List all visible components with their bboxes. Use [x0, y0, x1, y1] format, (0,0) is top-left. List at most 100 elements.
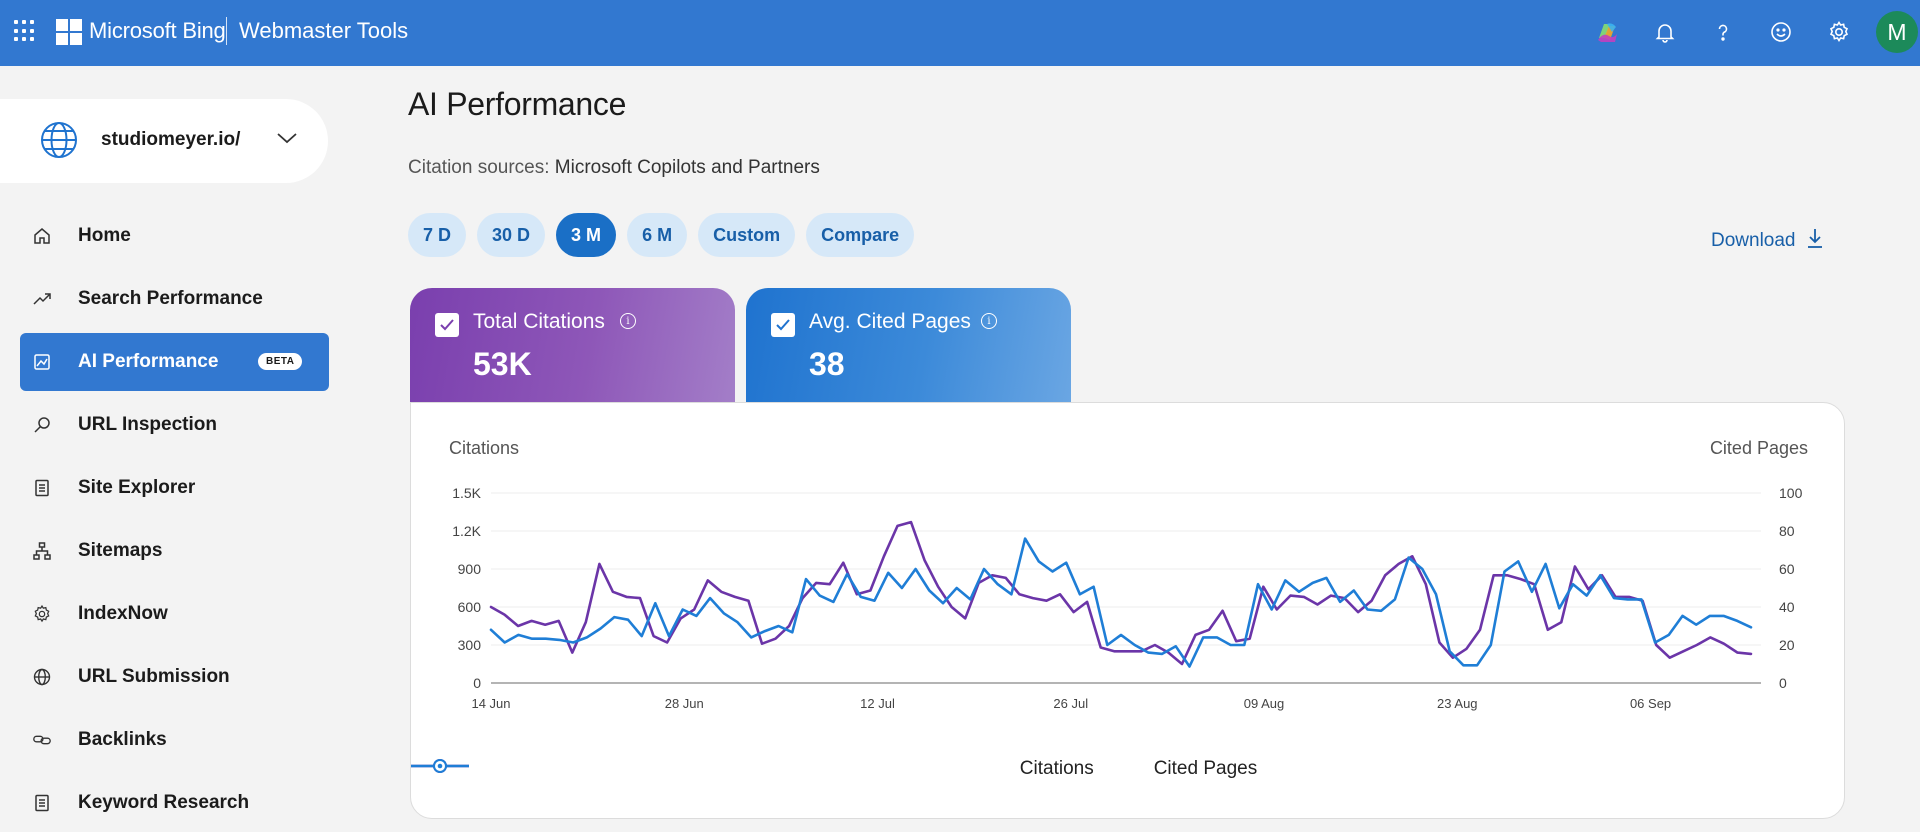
citations-checkbox[interactable]: [435, 313, 459, 337]
chart-legend: Citations Cited Pages: [411, 758, 1846, 780]
help-icon[interactable]: [1707, 16, 1739, 48]
sitemap-icon: [32, 541, 52, 561]
sidebar-item-label: Sitemaps: [78, 540, 163, 561]
y-right-tick-label: 0: [1779, 675, 1787, 691]
home-icon: [32, 226, 52, 246]
y-right-tick-label: 20: [1779, 637, 1795, 653]
range-7d-button[interactable]: 7 D: [408, 213, 467, 257]
range-3m-button[interactable]: 3 M: [556, 213, 617, 257]
beta-badge: BETA: [258, 353, 303, 370]
sidebar-nav: Home Search Performance AI Performance B…: [20, 207, 329, 832]
line-chart: Citations Cited Pages 0 0 300 20 600 40 900 60 1.2…: [449, 438, 1808, 711]
citation-sources-label: Citation sources:: [408, 157, 550, 178]
citation-sources-value: Microsoft Copilots and Partners: [554, 157, 820, 178]
sidebar-item-label: Backlinks: [78, 729, 167, 750]
sidebar-item-label: Keyword Research: [78, 792, 250, 813]
series-line-cited-pages: [489, 537, 1753, 668]
citations-value: 53K: [473, 346, 532, 382]
x-tick-label: 23 Aug: [1437, 696, 1478, 711]
legend-item-citations[interactable]: Citations: [411, 758, 1094, 780]
sidebar-item-label: Site Explorer: [78, 477, 196, 498]
brand-divider: [226, 17, 227, 45]
cited-pages-value: 38: [809, 346, 845, 382]
chart-image-icon: [32, 352, 52, 372]
sidebar-item-indexnow[interactable]: IndexNow: [20, 585, 329, 643]
y-left-tick-label: 1.2K: [452, 523, 481, 539]
x-tick-label: 12 Jul: [860, 696, 895, 711]
download-label: Download: [1711, 230, 1796, 251]
sidebar-item-label: URL Submission: [78, 666, 230, 687]
series-line-citations: [489, 520, 1753, 666]
citations-label: Total Citations: [473, 310, 605, 333]
brand-name[interactable]: Microsoft Bing: [89, 18, 226, 43]
document-icon: [32, 793, 52, 813]
info-icon[interactable]: i: [981, 313, 997, 329]
gear-icon: [32, 604, 52, 624]
y-left-tick-label: 1.5K: [452, 485, 481, 501]
magnifier-icon: [32, 415, 52, 435]
download-button[interactable]: Download: [1711, 227, 1824, 255]
site-name: studiomeyer.io/: [101, 129, 241, 150]
globe-icon: [32, 667, 52, 687]
bell-icon[interactable]: [1649, 16, 1681, 48]
sidebar-item-label: Search Performance: [78, 288, 263, 309]
total-citations-card[interactable]: Total Citations i 53K: [410, 288, 735, 402]
x-tick-label: 26 Jul: [1053, 696, 1088, 711]
range-custom-button[interactable]: Custom: [698, 213, 796, 257]
cited-pages-checkbox[interactable]: [771, 313, 795, 337]
chevron-down-icon[interactable]: [276, 131, 298, 150]
date-range-selector: 7 D 30 D 3 M 6 M Custom Compare: [408, 213, 925, 257]
site-selector[interactable]: studiomeyer.io/: [0, 99, 328, 183]
legend-item-cited-pages[interactable]: Cited Pages: [411, 758, 1258, 780]
y-left-tick-label: 300: [458, 637, 482, 653]
y-right-tick-label: 40: [1779, 599, 1795, 615]
x-tick-label: 14 Jun: [471, 696, 510, 711]
copilot-icon[interactable]: [1591, 16, 1623, 48]
legend-swatch-cited-pages: [411, 759, 469, 773]
microsoft-logo-icon: [56, 19, 82, 45]
smiley-feedback-icon[interactable]: [1765, 16, 1797, 48]
document-icon: [32, 478, 52, 498]
link-icon: [32, 730, 52, 750]
chart-card: Citations Cited Pages 0 0 300 20 600 40 900 60 1.2…: [410, 402, 1845, 819]
info-icon[interactable]: i: [620, 313, 636, 329]
range-30d-button[interactable]: 30 D: [477, 213, 546, 257]
legend-label: Citations: [1019, 758, 1094, 779]
sidebar-item-search-performance[interactable]: Search Performance: [20, 270, 329, 328]
sidebar-item-site-explorer[interactable]: Site Explorer: [20, 459, 329, 517]
app-launcher-icon[interactable]: [14, 20, 36, 42]
y-left-tick-label: 900: [458, 561, 482, 577]
sidebar-item-label: IndexNow: [78, 603, 168, 624]
y-right-tick-label: 80: [1779, 523, 1795, 539]
sidebar-item-url-inspection[interactable]: URL Inspection: [20, 396, 329, 454]
legend-label: Cited Pages: [1153, 758, 1258, 779]
globe-icon: [38, 119, 80, 166]
sidebar-item-label: URL Inspection: [78, 414, 217, 435]
sidebar-item-label: Home: [78, 225, 131, 246]
download-icon: [1806, 227, 1824, 255]
top-bar: Microsoft Bing Webmaster Tools M: [0, 0, 1920, 66]
cited-pages-label: Avg. Cited Pages: [809, 310, 971, 333]
trend-icon: [32, 289, 52, 309]
x-tick-label: 06 Sep: [1630, 696, 1671, 711]
y-right-tick-label: 60: [1779, 561, 1795, 577]
y-left-tick-label: 600: [458, 599, 482, 615]
user-avatar[interactable]: M: [1876, 11, 1918, 53]
y-left-tick-label: 0: [473, 675, 481, 691]
sidebar-item-backlinks[interactable]: Backlinks: [20, 711, 329, 769]
left-axis-title: Citations: [449, 438, 519, 458]
sidebar-item-home[interactable]: Home: [20, 207, 329, 265]
sidebar-item-sitemaps[interactable]: Sitemaps: [20, 522, 329, 580]
citation-sources: Citation sources: Microsoft Copilots and…: [408, 157, 820, 179]
x-tick-label: 28 Jun: [665, 696, 704, 711]
sidebar-item-ai-performance[interactable]: AI Performance BETA: [20, 333, 329, 391]
page-title: AI Performance: [408, 86, 627, 122]
y-right-tick-label: 100: [1779, 485, 1803, 501]
gear-icon[interactable]: [1823, 16, 1855, 48]
product-name[interactable]: Webmaster Tools: [239, 18, 409, 43]
range-6m-button[interactable]: 6 M: [627, 213, 688, 257]
avg-cited-pages-card[interactable]: Avg. Cited Pages i 38: [746, 288, 1071, 402]
compare-button[interactable]: Compare: [806, 213, 915, 257]
sidebar-item-url-submission[interactable]: URL Submission: [20, 648, 329, 706]
sidebar-item-keyword-research[interactable]: Keyword Research: [20, 774, 329, 832]
